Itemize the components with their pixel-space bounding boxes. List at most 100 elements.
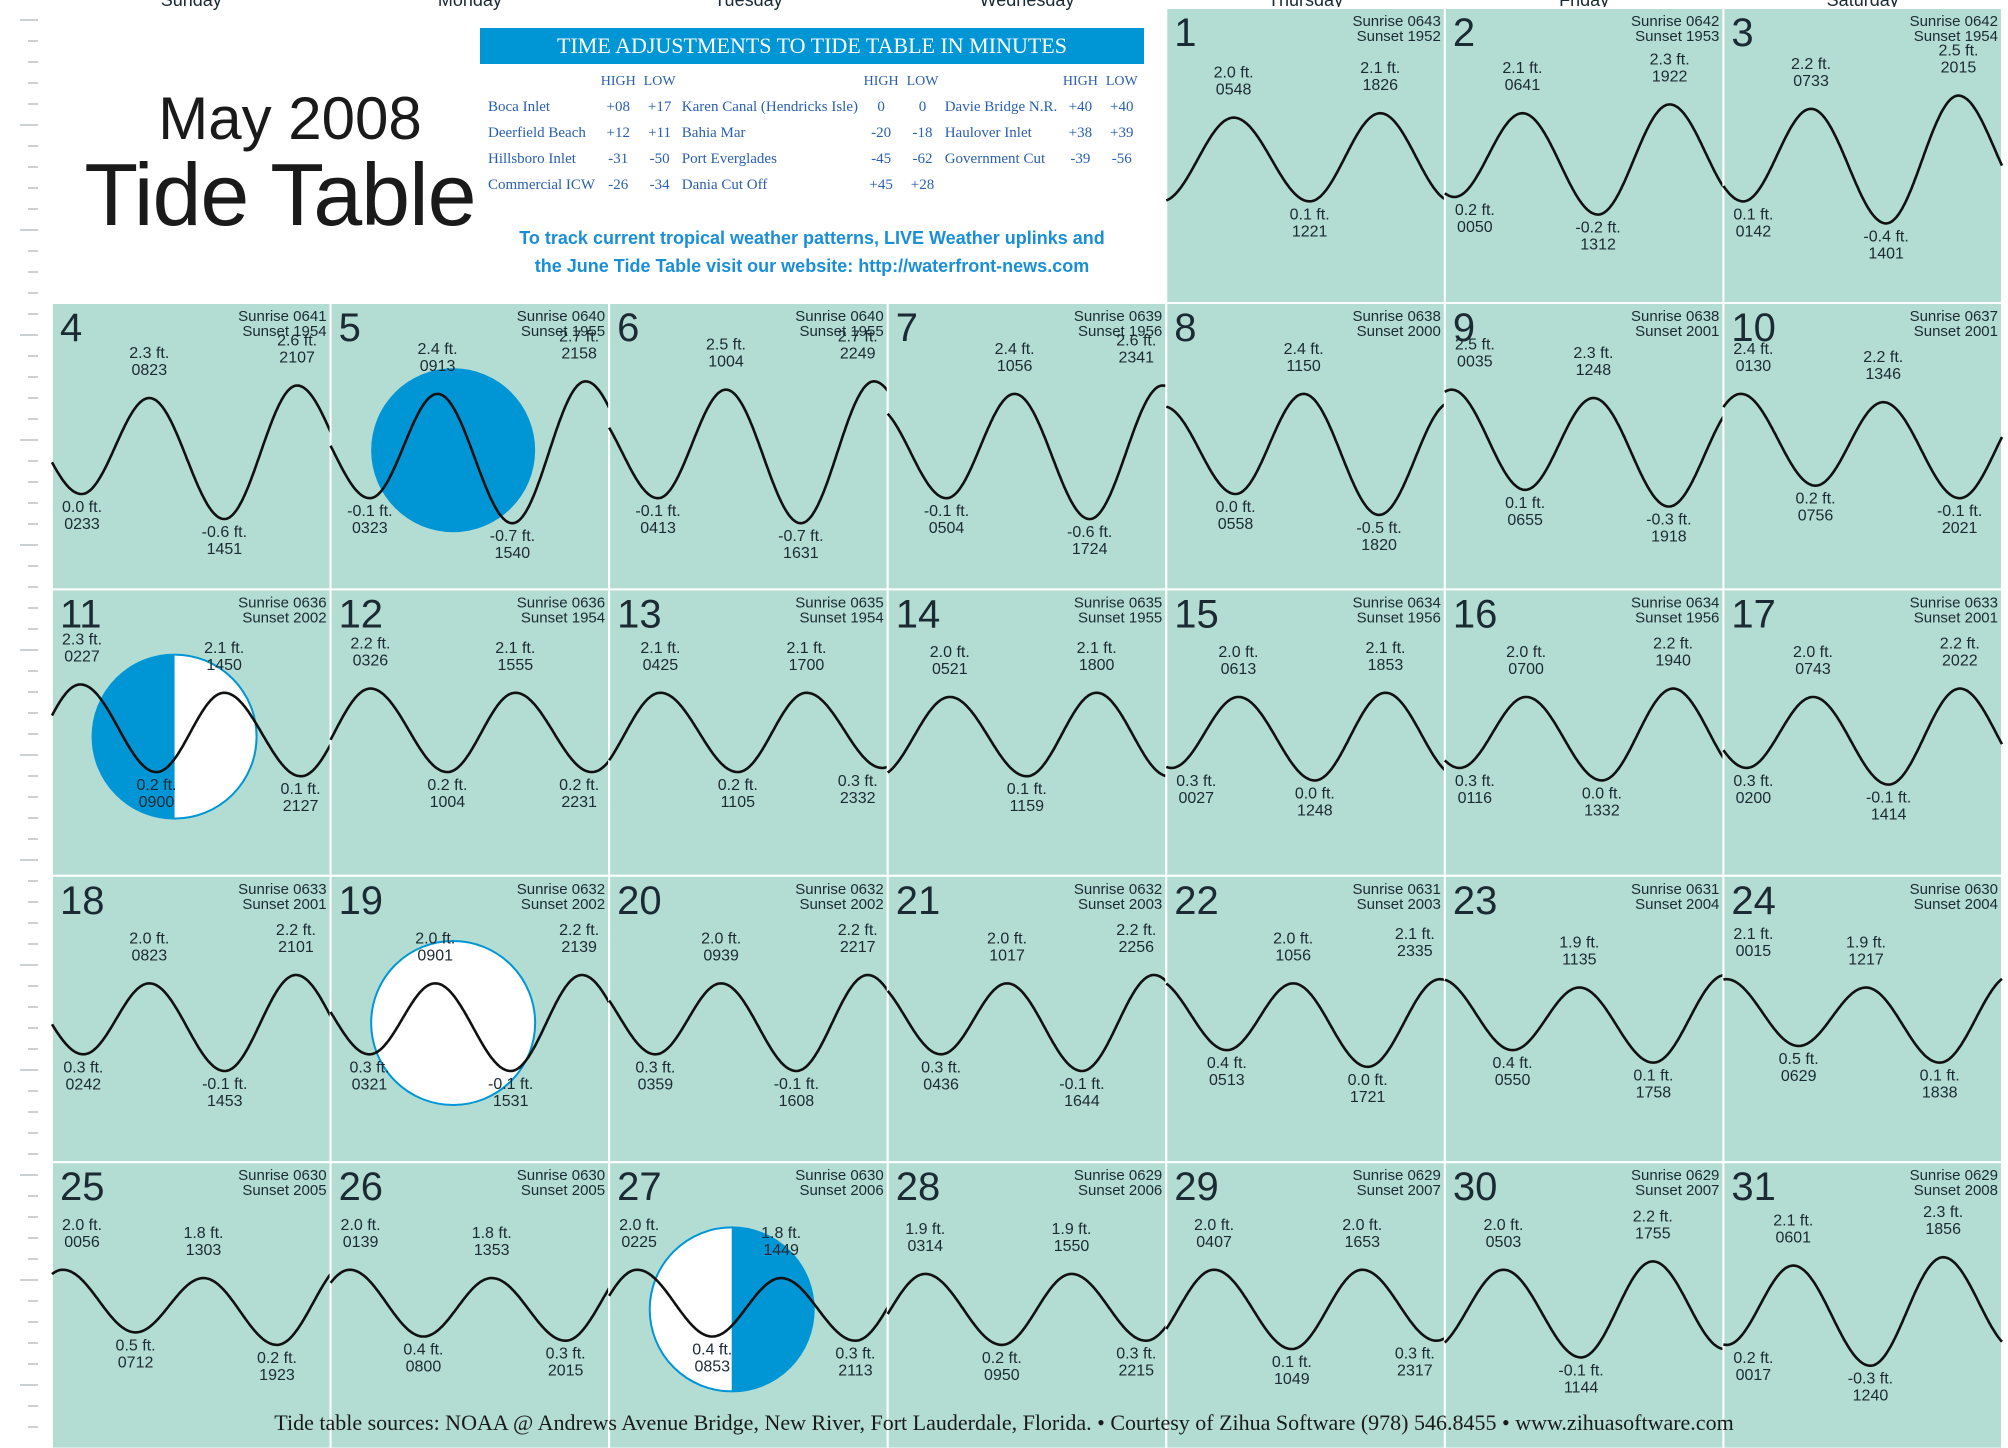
- low-tide-time: 2215: [1118, 1363, 1154, 1380]
- low-adjustment: +40: [1110, 98, 1134, 115]
- high-tide-time: 0225: [621, 1234, 657, 1251]
- low-tide-time: 0321: [352, 1076, 388, 1093]
- high-tide-height: 1.9 ft.: [1051, 1221, 1091, 1238]
- sunset-time: Sunset 2006: [799, 1182, 883, 1199]
- low-tide-time: 0233: [64, 516, 100, 533]
- sunset-time: Sunset 1955: [1078, 609, 1162, 626]
- day-cell-bg: [329, 1161, 611, 1448]
- sunset-time: Sunset 2008: [1914, 1182, 1998, 1199]
- high-tide-height: 2.1 ft.: [204, 640, 244, 657]
- tide-curve: [886, 384, 1167, 521]
- low-tide-height: 0.4 ft.: [1493, 1055, 1533, 1072]
- low-tide-height: -0.1 ft.: [202, 1076, 247, 1093]
- adjustments-table: HIGH LOW HIGH LOW HIGH LOW Boca Inlet +08…: [486, 70, 1142, 198]
- high-tide-time: 1450: [206, 657, 242, 674]
- high-col-header: HIGH: [600, 74, 636, 89]
- high-tide-time: 0743: [1795, 661, 1831, 678]
- high-tide-time: 2022: [1942, 653, 1978, 670]
- low-tide-time: 0050: [1457, 219, 1493, 236]
- sunrise-time: Sunrise 0631: [1352, 881, 1440, 898]
- high-tide-time: 1017: [989, 947, 1025, 964]
- low-tide-time: 0900: [139, 794, 175, 811]
- low-tide-height: -0.1 ft.: [774, 1076, 819, 1093]
- low-tide-time: 1758: [1636, 1085, 1672, 1102]
- sunrise-time: Sunrise 0630: [795, 1167, 883, 1184]
- high-tide-time: 1755: [1635, 1225, 1671, 1242]
- sunset-time: Sunset 2005: [242, 1182, 326, 1199]
- low-tide-height: 0.3 ft.: [838, 773, 878, 790]
- low-tide-height: -0.2 ft.: [1575, 220, 1620, 237]
- sunset-time: Sunset 1956: [1078, 323, 1162, 340]
- sunrise-time: Sunrise 0640: [517, 308, 605, 325]
- low-tide-height: -0.7 ft.: [778, 528, 823, 545]
- sunset-time: Sunset 2001: [242, 896, 326, 913]
- low-tide-time: 1221: [1292, 223, 1328, 240]
- sunset-time: Sunset 2001: [1635, 323, 1719, 340]
- low-tide-height: 0.3 ft.: [1395, 1346, 1435, 1363]
- low-tide-time: 1105: [721, 794, 756, 811]
- low-tide-height: 0.3 ft.: [349, 1059, 389, 1076]
- high-tide-height: 2.2 ft.: [350, 636, 390, 653]
- low-tide-time: 1918: [1651, 529, 1687, 546]
- low-tide-time: 0558: [1218, 516, 1254, 533]
- weekday-label: Sunday: [161, 0, 222, 10]
- low-tide-time: 2021: [1942, 520, 1978, 537]
- high-tide-height: 1.9 ft.: [905, 1221, 945, 1238]
- location-name: Deerfield Beach: [488, 124, 586, 141]
- low-tide-time: 0142: [1736, 223, 1772, 240]
- month-title: May 2008: [158, 85, 422, 152]
- moon-phase-icon: [371, 368, 536, 533]
- high-adjustment: -31: [608, 150, 629, 167]
- low-tide-height: 0.2 ft.: [1455, 202, 1495, 219]
- low-tide-height: 0.1 ft.: [1633, 1068, 1673, 1085]
- weekday-label: Friday: [1559, 0, 1609, 10]
- high-tide-height: 2.0 ft.: [987, 930, 1027, 947]
- low-tide-height: 0.0 ft.: [1582, 785, 1622, 802]
- low-tide-time: 0950: [984, 1367, 1020, 1384]
- low-adjustment: +28: [910, 176, 935, 193]
- low-adjustment: -56: [1111, 150, 1132, 167]
- tide-curve: [607, 379, 889, 525]
- low-tide-height: -0.5 ft.: [1356, 520, 1401, 537]
- sunset-time: Sunset 2007: [1357, 1182, 1441, 1199]
- day-number: 17: [1731, 592, 1776, 636]
- high-tide-time: 0056: [64, 1234, 100, 1251]
- low-tide-height: 0.1 ft.: [1272, 1354, 1312, 1371]
- sunrise-time: Sunrise 0631: [1631, 881, 1719, 898]
- low-tide-height: 0.2 ft.: [136, 777, 176, 794]
- high-col-header: HIGH: [863, 74, 899, 89]
- location-name: Hillsboro Inlet: [488, 150, 576, 167]
- low-tide-height: 0.0 ft.: [62, 499, 102, 516]
- low-tide-height: 0.3 ft.: [63, 1059, 103, 1076]
- moon-shade: [731, 1227, 814, 1392]
- day-cell-bg: [1722, 588, 2003, 877]
- high-tide-time: 0939: [703, 947, 739, 964]
- high-tide-time: 1056: [997, 358, 1033, 375]
- high-tide-time: 0823: [132, 947, 168, 964]
- low-tide-height: 0.1 ft.: [1920, 1068, 1960, 1085]
- low-tide-height: -0.1 ft.: [635, 503, 680, 520]
- low-tide-time: 0800: [406, 1359, 442, 1376]
- high-adjustment: -45: [871, 150, 892, 167]
- high-tide-time: 1826: [1362, 77, 1398, 94]
- moon-phase-icon: [370, 940, 537, 1106]
- low-tide-height: 0.1 ft.: [1007, 781, 1047, 798]
- sunrise-time: Sunrise 0630: [238, 1167, 326, 1184]
- tide-curve: [329, 687, 611, 774]
- high-tide-height: 2.0 ft.: [1793, 644, 1833, 661]
- day-cell-bg: [1165, 588, 1446, 877]
- low-tide-height: 0.3 ft.: [635, 1059, 675, 1076]
- sunset-time: Sunset 1954: [242, 323, 326, 340]
- sunrise-time: Sunrise 0629: [1910, 1167, 1998, 1184]
- website-note-line: To track current tropical weather patter…: [519, 228, 1105, 248]
- low-tide-time: 0116: [1458, 790, 1493, 807]
